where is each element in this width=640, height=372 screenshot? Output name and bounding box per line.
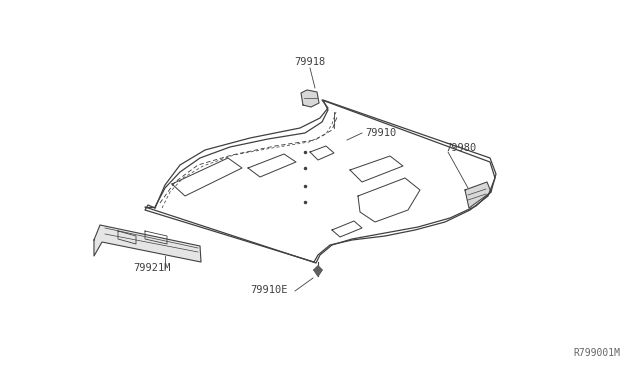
Polygon shape	[465, 182, 491, 208]
Text: 79910: 79910	[365, 128, 396, 138]
Polygon shape	[314, 266, 322, 276]
Text: 79910E: 79910E	[250, 285, 288, 295]
Text: 79918: 79918	[294, 57, 326, 67]
Polygon shape	[94, 225, 201, 262]
Polygon shape	[301, 90, 319, 107]
Text: 79980: 79980	[445, 143, 476, 153]
Text: R799001M: R799001M	[573, 348, 620, 358]
Text: 79921M: 79921M	[133, 263, 170, 273]
